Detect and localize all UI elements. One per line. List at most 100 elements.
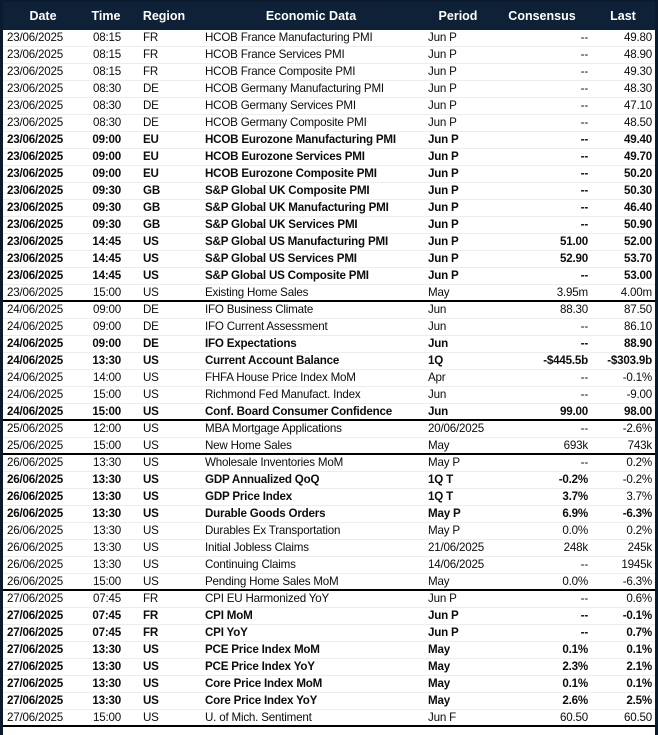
- calendar-table-body: 23/06/2025 08:15 FR HCOB France Manufacturi…: [3, 30, 655, 727]
- cell-economic-data: HCOB France Manufacturing PMI: [205, 31, 373, 44]
- cell-last: 88.90: [623, 337, 652, 350]
- cell-time: 13:30: [92, 456, 121, 469]
- cell-consensus: --: [580, 82, 589, 95]
- cell-region: US: [143, 574, 159, 588]
- cell-time: 07:45: [92, 626, 121, 639]
- cell-period: May P: [428, 524, 460, 537]
- cell-economic-data: Existing Home Sales: [205, 285, 309, 299]
- cell-economic-data: PCE Price Index YoY: [205, 660, 315, 673]
- cell-date: 26/06/2025: [7, 490, 64, 503]
- cell-last: 53.70: [623, 252, 652, 265]
- cell-region: DE: [143, 82, 159, 95]
- cell-last: 87.50: [623, 303, 652, 316]
- cell-consensus: --: [580, 65, 589, 78]
- cell-region: FR: [143, 609, 159, 622]
- table-row: 27/06/2025 13:30 US Core Price Index MoM May…: [3, 676, 655, 693]
- cell-period: May: [428, 574, 450, 588]
- cell-date: 27/06/2025: [7, 694, 64, 707]
- cell-time: 13:30: [92, 354, 121, 367]
- column-header-time: Time: [91, 9, 121, 23]
- cell-region: US: [143, 269, 159, 282]
- cell-last: 53.00: [623, 269, 652, 282]
- cell-last: 47.10: [623, 99, 652, 112]
- cell-consensus: --: [580, 592, 589, 605]
- cell-economic-data: S&P Global UK Services PMI: [205, 218, 358, 231]
- cell-last: 2.5%: [626, 694, 652, 707]
- cell-date: 27/06/2025: [7, 710, 64, 724]
- cell-time: 08:30: [92, 99, 121, 112]
- table-row: 26/06/2025 13:30 US GDP Price Index 1Q T 3.7%…: [3, 489, 655, 506]
- cell-economic-data: IFO Business Climate: [205, 303, 314, 316]
- table-row: 23/06/2025 09:00 EU HCOB Eurozone Manufactu…: [3, 132, 655, 149]
- cell-period: May: [428, 660, 450, 673]
- cell-consensus: 52.90: [559, 252, 588, 265]
- cell-consensus: --: [580, 218, 589, 231]
- cell-economic-data: Durables Ex Transportation: [205, 524, 341, 537]
- cell-region: US: [143, 235, 159, 248]
- cell-period: 21/06/2025: [428, 541, 485, 554]
- cell-consensus: --: [580, 269, 589, 282]
- cell-region: FR: [143, 626, 159, 639]
- table-row: 23/06/2025 09:00 EU HCOB Eurozone Services …: [3, 149, 655, 166]
- cell-time: 13:30: [92, 541, 121, 554]
- cell-date: 27/06/2025: [7, 660, 64, 673]
- cell-period: 1Q T: [428, 490, 453, 503]
- cell-region: US: [143, 541, 159, 554]
- cell-date: 23/06/2025: [7, 31, 64, 44]
- cell-date: 27/06/2025: [7, 677, 64, 690]
- cell-time: 12:00: [92, 422, 121, 435]
- cell-consensus: 88.30: [559, 303, 588, 316]
- cell-last: 0.1%: [626, 643, 652, 656]
- table-row: 27/06/2025 15:00 US U. of Mich. Sentiment Ju…: [3, 710, 655, 727]
- cell-consensus: --: [580, 167, 589, 180]
- cell-time: 15:00: [92, 388, 121, 401]
- cell-last: 3.7%: [626, 490, 652, 503]
- cell-period: May: [428, 677, 450, 690]
- table-row: 27/06/2025 13:30 US PCE Price Index MoM May 0…: [3, 642, 655, 659]
- cell-date: 24/06/2025: [7, 354, 64, 367]
- cell-period: Jun P: [428, 133, 459, 146]
- cell-economic-data: S&P Global US Composite PMI: [205, 269, 369, 282]
- cell-date: 23/06/2025: [7, 133, 64, 146]
- cell-date: 26/06/2025: [7, 473, 64, 486]
- cell-region: US: [143, 422, 159, 435]
- cell-period: Jun P: [428, 626, 459, 639]
- table-row: 24/06/2025 14:00 US FHFA House Price Index …: [3, 370, 655, 387]
- table-row: 26/06/2025 13:30 US Durable Goods Orders May…: [3, 506, 655, 523]
- cell-region: DE: [143, 337, 159, 350]
- cell-time: 15:00: [92, 285, 121, 299]
- cell-last: 50.30: [623, 184, 652, 197]
- table-row: 23/06/2025 09:00 EU HCOB Eurozone Composite…: [3, 166, 655, 183]
- table-row: 23/06/2025 14:45 US S&P Global US Services …: [3, 251, 655, 268]
- cell-date: 24/06/2025: [7, 388, 64, 401]
- cell-date: 26/06/2025: [7, 541, 64, 554]
- cell-date: 24/06/2025: [7, 371, 64, 384]
- cell-period: Jun: [428, 404, 449, 418]
- cell-economic-data: HCOB Germany Manufacturing PMI: [205, 82, 384, 95]
- cell-date: 26/06/2025: [7, 456, 64, 469]
- cell-period: Jun F: [428, 710, 456, 724]
- cell-period: Jun P: [428, 592, 457, 605]
- cell-period: Jun P: [428, 65, 457, 78]
- cell-economic-data: IFO Current Assessment: [205, 320, 328, 333]
- cell-region: EU: [143, 133, 159, 146]
- cell-economic-data: S&P Global UK Manufacturing PMI: [205, 201, 389, 214]
- cell-last: 48.30: [623, 82, 652, 95]
- cell-consensus: --: [580, 48, 589, 61]
- cell-date: 23/06/2025: [7, 269, 64, 282]
- cell-period: Jun: [428, 320, 447, 333]
- cell-time: 08:30: [92, 116, 121, 129]
- cell-consensus: --: [580, 150, 589, 163]
- cell-region: EU: [143, 167, 159, 180]
- cell-region: GB: [143, 201, 160, 214]
- cell-date: 27/06/2025: [7, 592, 64, 605]
- cell-time: 13:30: [92, 473, 121, 486]
- cell-region: DE: [143, 303, 159, 316]
- cell-region: US: [143, 354, 159, 367]
- cell-economic-data: IFO Expectations: [205, 337, 297, 350]
- cell-time: 13:30: [92, 660, 121, 673]
- cell-period: Jun P: [428, 235, 459, 248]
- cell-consensus: 0.0%: [562, 574, 588, 588]
- cell-consensus: --: [580, 558, 589, 571]
- cell-region: US: [143, 388, 159, 401]
